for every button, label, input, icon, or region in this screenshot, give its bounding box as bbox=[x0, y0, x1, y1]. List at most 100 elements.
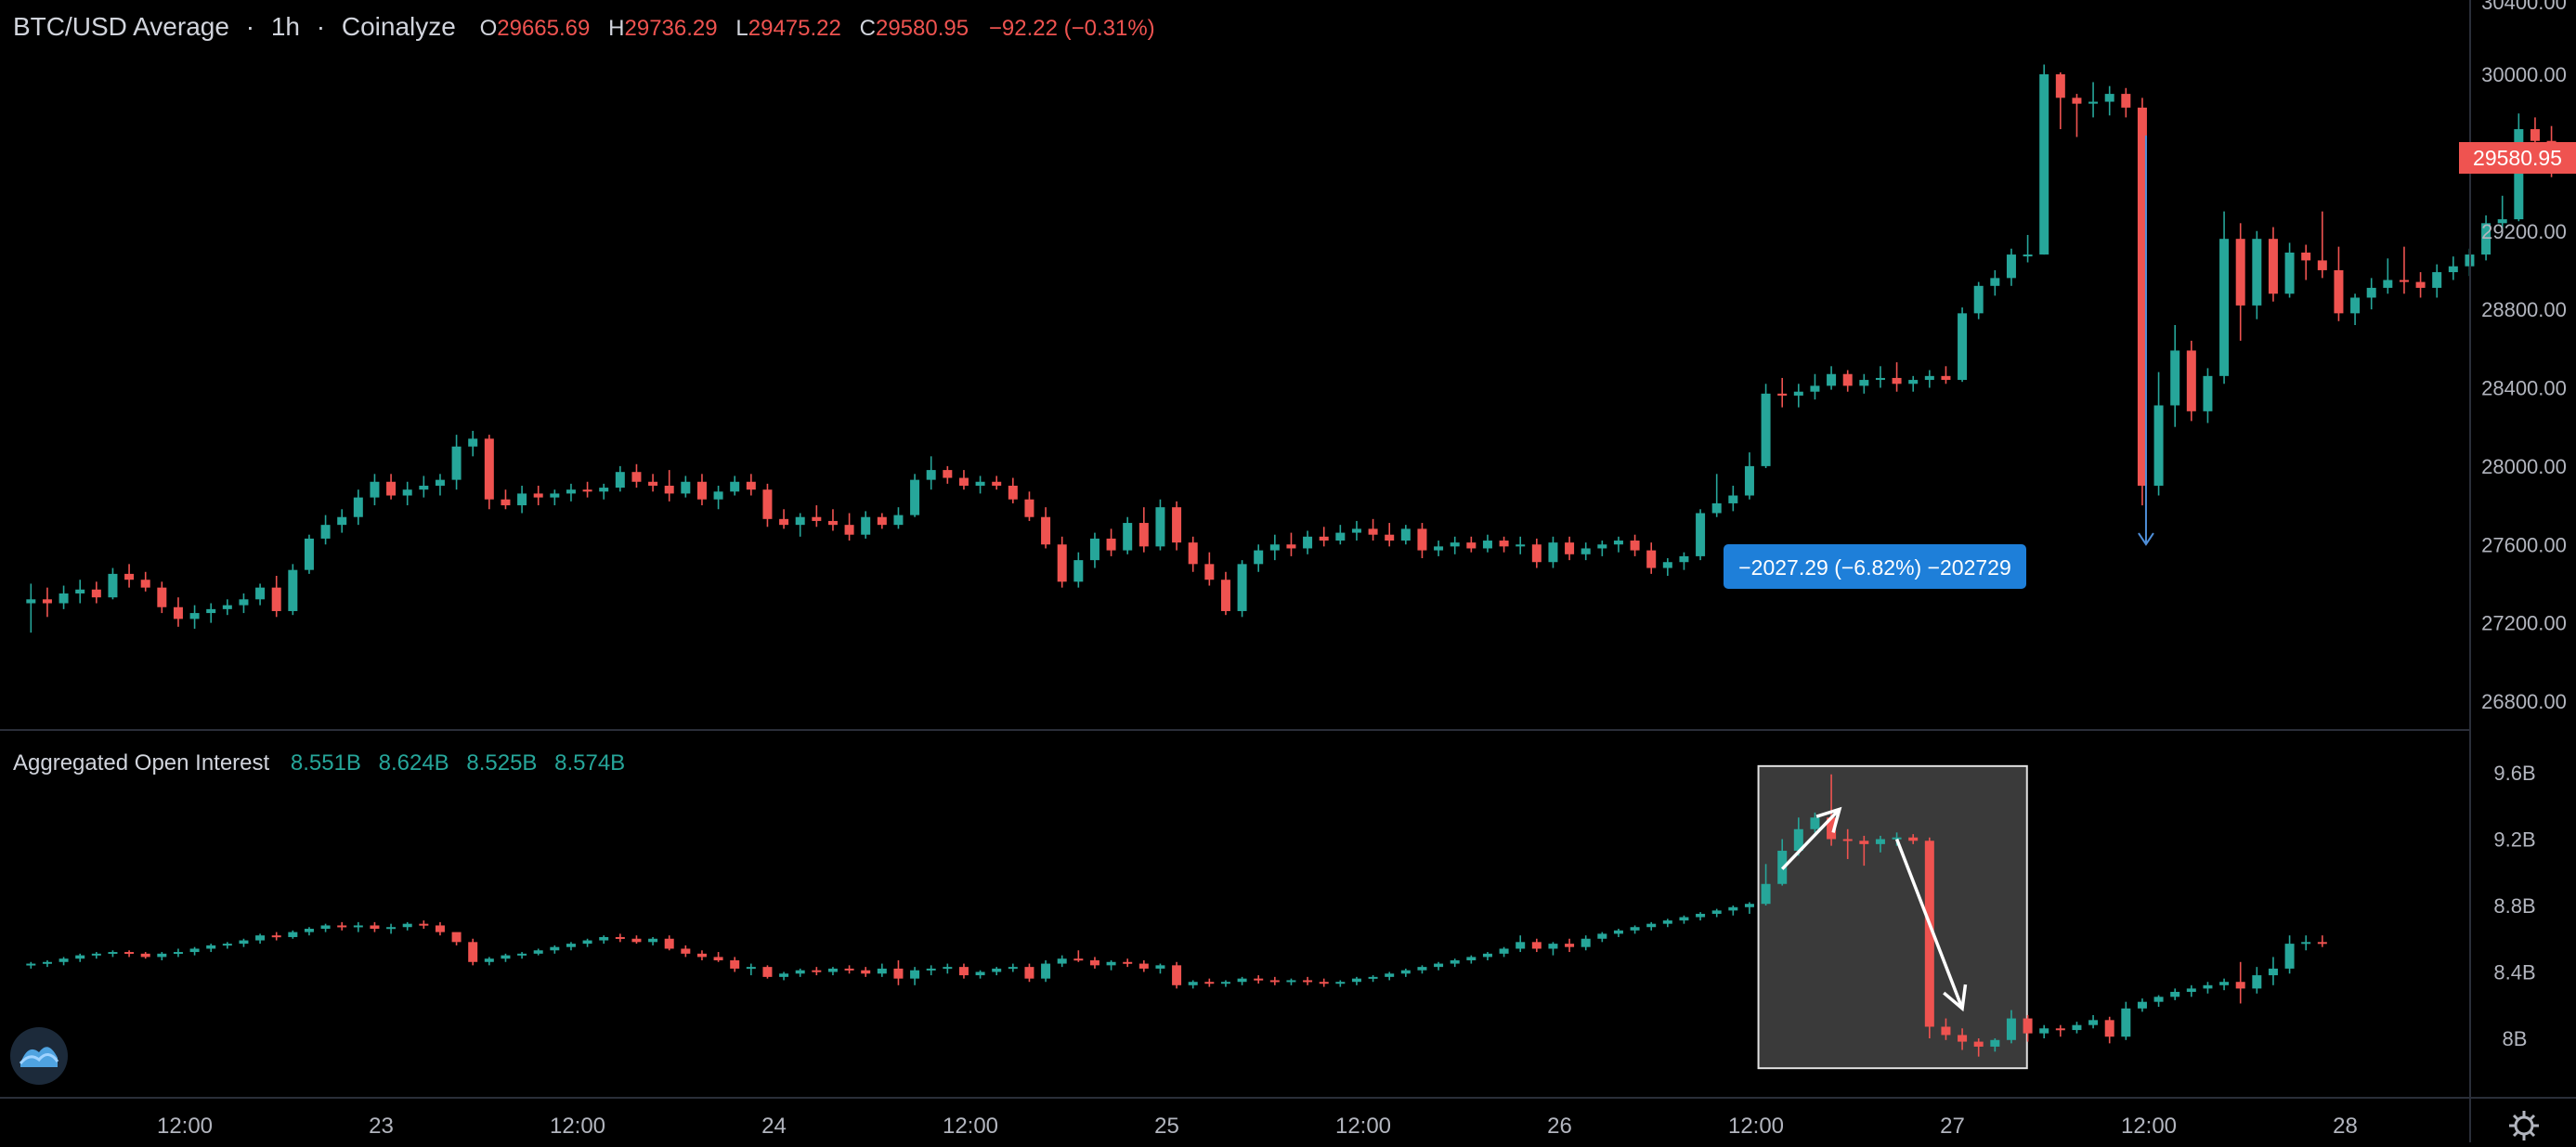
price-candle[interactable] bbox=[615, 465, 625, 492]
price-candle[interactable] bbox=[2023, 234, 2033, 263]
oi-candle[interactable] bbox=[1646, 921, 1657, 931]
price-candle[interactable] bbox=[1696, 509, 1706, 561]
oi-candle[interactable] bbox=[1303, 976, 1313, 985]
price-candle[interactable] bbox=[402, 481, 412, 506]
oi-candle[interactable] bbox=[386, 923, 397, 934]
oi-candle[interactable] bbox=[1269, 976, 1280, 985]
oi-candle[interactable] bbox=[762, 965, 773, 979]
price-candle[interactable] bbox=[746, 474, 756, 496]
price-candle[interactable] bbox=[1810, 373, 1820, 400]
oi-candle[interactable] bbox=[2023, 1014, 2033, 1042]
oi-candle[interactable] bbox=[59, 957, 69, 966]
oi-candle[interactable] bbox=[1351, 976, 1361, 985]
oi-candle[interactable] bbox=[1908, 834, 1919, 844]
price-candle[interactable] bbox=[320, 515, 331, 545]
price-candle[interactable] bbox=[1073, 552, 1084, 588]
price-candle[interactable] bbox=[1859, 373, 1869, 394]
price-candle[interactable] bbox=[1662, 558, 1672, 576]
price-candle[interactable] bbox=[1303, 530, 1313, 554]
oi-candle[interactable] bbox=[1613, 929, 1623, 937]
price-candle[interactable] bbox=[861, 511, 871, 539]
price-candle[interactable] bbox=[517, 485, 527, 514]
price-candle[interactable] bbox=[2301, 244, 2311, 280]
oi-candle[interactable] bbox=[1089, 957, 1099, 969]
oi-candle[interactable] bbox=[730, 957, 740, 972]
price-candle[interactable] bbox=[304, 534, 314, 574]
oi-candle[interactable] bbox=[501, 953, 511, 962]
price-candle[interactable] bbox=[419, 476, 429, 498]
oi-candle[interactable] bbox=[648, 936, 658, 945]
oi-candle[interactable] bbox=[124, 950, 135, 958]
price-candle[interactable] bbox=[2186, 340, 2196, 422]
price-candle[interactable] bbox=[386, 474, 397, 500]
oi-candle[interactable] bbox=[2006, 1010, 2016, 1044]
oi-candle[interactable] bbox=[1254, 975, 1264, 984]
oi-candle[interactable] bbox=[173, 948, 183, 958]
oi-candle[interactable] bbox=[746, 963, 756, 976]
oi-candle[interactable] bbox=[2317, 935, 2327, 947]
oi-candle[interactable] bbox=[1400, 968, 1411, 977]
price-candle[interactable] bbox=[370, 474, 380, 506]
oi-candle[interactable] bbox=[435, 921, 445, 936]
oi-candle[interactable] bbox=[1368, 975, 1378, 983]
price-candle[interactable] bbox=[2350, 293, 2361, 325]
oi-candle[interactable] bbox=[468, 938, 478, 966]
oi-candle[interactable] bbox=[1516, 935, 1526, 953]
oi-candle[interactable] bbox=[271, 932, 281, 941]
price-candle[interactable] bbox=[2399, 246, 2409, 294]
price-candle[interactable] bbox=[844, 513, 854, 541]
price-candle[interactable] bbox=[582, 481, 592, 498]
price-candle[interactable] bbox=[893, 507, 904, 529]
oi-candle[interactable] bbox=[1138, 959, 1149, 972]
price-candle[interactable] bbox=[42, 587, 52, 618]
oi-candle[interactable] bbox=[1466, 955, 1477, 964]
oi-candle[interactable] bbox=[992, 967, 1002, 976]
oi-candle[interactable] bbox=[566, 942, 576, 951]
oi-candle[interactable] bbox=[1335, 980, 1346, 987]
price-candle[interactable] bbox=[2383, 258, 2393, 294]
oi-candle[interactable] bbox=[1565, 938, 1575, 953]
oi-candle[interactable] bbox=[877, 963, 887, 977]
price-candle[interactable] bbox=[1958, 307, 1968, 383]
oi-candle[interactable] bbox=[975, 970, 985, 979]
price-candle[interactable] bbox=[566, 483, 576, 502]
price-candle[interactable] bbox=[1875, 366, 1885, 388]
oi-candle[interactable] bbox=[2055, 1024, 2065, 1037]
oi-candle[interactable] bbox=[893, 959, 904, 985]
price-candle[interactable] bbox=[910, 474, 920, 517]
oi-candle[interactable] bbox=[2252, 967, 2262, 994]
oi-candle[interactable] bbox=[255, 933, 266, 945]
price-candle[interactable] bbox=[2121, 87, 2131, 118]
price-candle[interactable] bbox=[2203, 368, 2213, 424]
price-candle[interactable] bbox=[1220, 571, 1230, 616]
price-candle[interactable] bbox=[1155, 499, 1165, 551]
price-candle[interactable] bbox=[189, 605, 200, 629]
oi-candle[interactable] bbox=[239, 938, 249, 947]
price-pane[interactable] bbox=[26, 64, 2556, 633]
price-candle[interactable] bbox=[468, 430, 478, 457]
price-candle[interactable] bbox=[2448, 256, 2458, 280]
oi-candle[interactable] bbox=[1827, 774, 1837, 846]
highlight-box[interactable] bbox=[1757, 764, 2028, 1070]
price-candle[interactable] bbox=[1990, 269, 2000, 296]
price-candle[interactable] bbox=[599, 483, 609, 500]
price-candle[interactable] bbox=[2170, 325, 2180, 427]
price-candle[interactable] bbox=[2137, 98, 2147, 506]
oi-candle[interactable] bbox=[2219, 978, 2230, 991]
price-candle[interactable] bbox=[1204, 552, 1215, 586]
price-candle[interactable] bbox=[222, 599, 232, 616]
oi-candle[interactable] bbox=[2170, 988, 2180, 1000]
price-candle[interactable] bbox=[1744, 452, 1754, 500]
price-candle[interactable] bbox=[1123, 516, 1133, 554]
arrow-down[interactable] bbox=[1894, 838, 1968, 1012]
price-candle[interactable] bbox=[1761, 384, 1771, 468]
oi-candle[interactable] bbox=[1597, 932, 1607, 943]
price-candle[interactable] bbox=[730, 476, 740, 496]
oi-candle[interactable] bbox=[419, 920, 429, 930]
oi-candle[interactable] bbox=[1793, 817, 1803, 856]
price-candle[interactable] bbox=[779, 509, 789, 529]
price-candle[interactable] bbox=[812, 505, 822, 528]
price-candle[interactable] bbox=[762, 483, 773, 528]
oi-candle[interactable] bbox=[910, 967, 920, 985]
